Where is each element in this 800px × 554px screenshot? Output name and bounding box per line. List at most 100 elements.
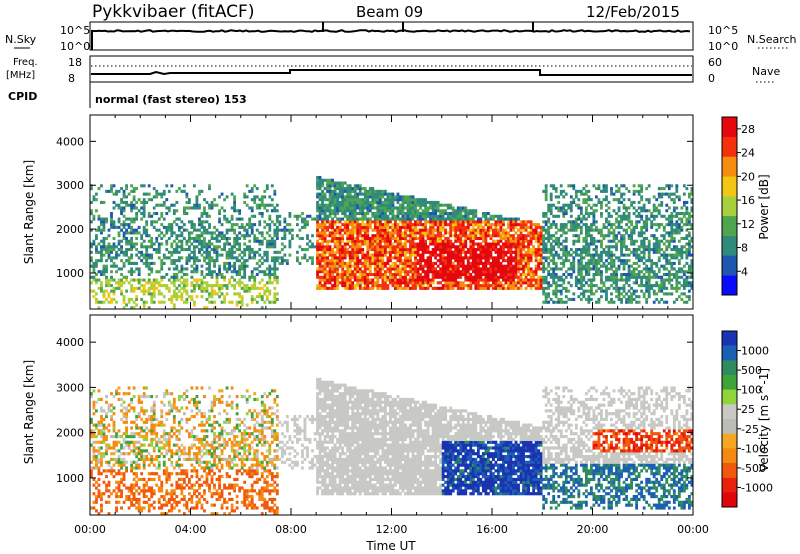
heatmap-cell xyxy=(326,181,329,185)
heatmap-cell xyxy=(484,236,488,241)
heatmap-cell xyxy=(125,231,128,235)
heatmap-cell xyxy=(564,256,568,260)
heatmap-cell xyxy=(321,189,324,193)
heatmap-cell xyxy=(167,297,171,301)
heatmap-cell xyxy=(409,220,412,224)
heatmap-cell xyxy=(632,292,636,296)
heatmap-cell xyxy=(449,245,453,249)
heatmap-cell xyxy=(296,217,299,221)
heatmap-cell xyxy=(195,281,199,285)
heatmap-cell xyxy=(441,214,445,218)
heatmap-cell xyxy=(474,214,478,218)
heatmap-cell xyxy=(273,286,277,290)
heatmap-cell xyxy=(647,267,651,271)
heatmap-cell xyxy=(378,253,382,257)
heatmap-cell xyxy=(388,275,392,279)
heatmap-cell xyxy=(333,195,337,199)
heatmap-cell xyxy=(399,261,402,265)
heatmap-cell xyxy=(145,234,149,238)
heatmap-cell xyxy=(187,248,191,252)
heatmap-cell xyxy=(587,253,591,257)
heatmap-cell xyxy=(182,281,186,285)
heatmap-cell xyxy=(172,248,176,252)
heatmap-cell xyxy=(414,225,417,229)
heatmap-cell xyxy=(195,267,199,271)
heatmap-cell xyxy=(640,289,644,293)
heatmap-cell xyxy=(311,261,314,265)
heatmap-cell xyxy=(157,234,161,238)
heatmap-cell xyxy=(343,242,347,246)
heatmap-cell xyxy=(92,261,96,265)
heatmap-cell xyxy=(492,278,495,282)
heatmap-cell xyxy=(193,206,196,210)
heatmap-cell xyxy=(479,225,483,229)
heatmap-cell xyxy=(527,231,530,235)
heatmap-cell xyxy=(203,206,206,210)
heatmap-cell xyxy=(180,264,184,268)
heatmap-cell xyxy=(170,295,174,299)
heatmap-cell xyxy=(170,242,174,246)
heatmap-cell xyxy=(406,212,410,216)
heatmap-cell xyxy=(559,261,563,265)
heatmap-cell xyxy=(559,225,563,229)
heatmap-cell xyxy=(92,267,96,271)
heatmap-cell xyxy=(175,259,179,263)
heatmap-cell xyxy=(469,228,473,232)
heatmap-cell xyxy=(615,248,618,252)
heatmap-cell xyxy=(509,242,513,246)
heatmap-cell xyxy=(557,209,561,213)
heatmap-cell xyxy=(499,281,503,285)
heatmap-cell xyxy=(434,245,438,249)
heatmap-cell xyxy=(582,264,586,268)
heatmap-cell xyxy=(499,236,503,241)
heatmap-cell xyxy=(534,236,538,241)
heatmap-cell xyxy=(587,261,591,265)
heatmap-cell xyxy=(326,259,329,263)
heatmap-cell xyxy=(627,259,631,263)
heatmap-cell xyxy=(617,286,621,290)
heatmap-cell xyxy=(436,242,440,246)
heatmap-cell xyxy=(589,206,593,210)
heatmap-cell xyxy=(479,245,483,249)
heatmap-cell xyxy=(572,256,576,260)
heatmap-cell xyxy=(265,286,269,290)
heatmap-cell xyxy=(233,261,237,265)
heatmap-cell xyxy=(514,272,518,277)
heatmap-cell xyxy=(112,225,116,229)
heatmap-cell xyxy=(172,220,176,224)
heatmap-cell xyxy=(170,261,174,265)
heatmap-cell xyxy=(522,228,525,232)
heatmap-cell xyxy=(519,223,523,227)
heatmap-cell xyxy=(461,250,465,254)
heatmap-cell xyxy=(610,278,613,282)
heatmap-cell xyxy=(233,209,237,213)
heatmap-cell xyxy=(311,245,314,249)
heatmap-cell xyxy=(486,212,490,216)
heatmap-cell xyxy=(260,286,264,290)
heatmap-cell xyxy=(522,259,525,263)
heatmap-cell xyxy=(554,253,558,257)
heatmap-cell xyxy=(351,231,355,235)
heatmap-cell xyxy=(404,228,407,232)
heatmap-cell xyxy=(95,245,98,249)
heatmap-cell xyxy=(655,250,659,254)
heatmap-cell xyxy=(112,245,116,249)
heatmap-cell xyxy=(519,253,523,257)
heatmap-cell xyxy=(414,259,417,263)
heatmap-cell xyxy=(228,248,231,252)
heatmap-cell xyxy=(361,187,365,191)
heatmap-cell xyxy=(318,236,322,241)
heatmap-cell xyxy=(331,212,335,216)
heatmap-cell xyxy=(338,242,342,246)
heatmap-cell xyxy=(484,248,488,252)
heatmap-cell xyxy=(145,256,149,260)
heatmap-cell xyxy=(120,245,123,249)
heatmap-cell xyxy=(625,209,628,213)
heatmap-cell xyxy=(112,297,116,301)
heatmap-cell xyxy=(333,214,337,218)
heatmap-cell xyxy=(228,278,231,282)
heatmap-cell xyxy=(175,278,179,282)
heatmap-cell xyxy=(228,256,231,260)
heatmap-cell xyxy=(301,212,304,216)
heatmap-cell xyxy=(454,284,458,288)
